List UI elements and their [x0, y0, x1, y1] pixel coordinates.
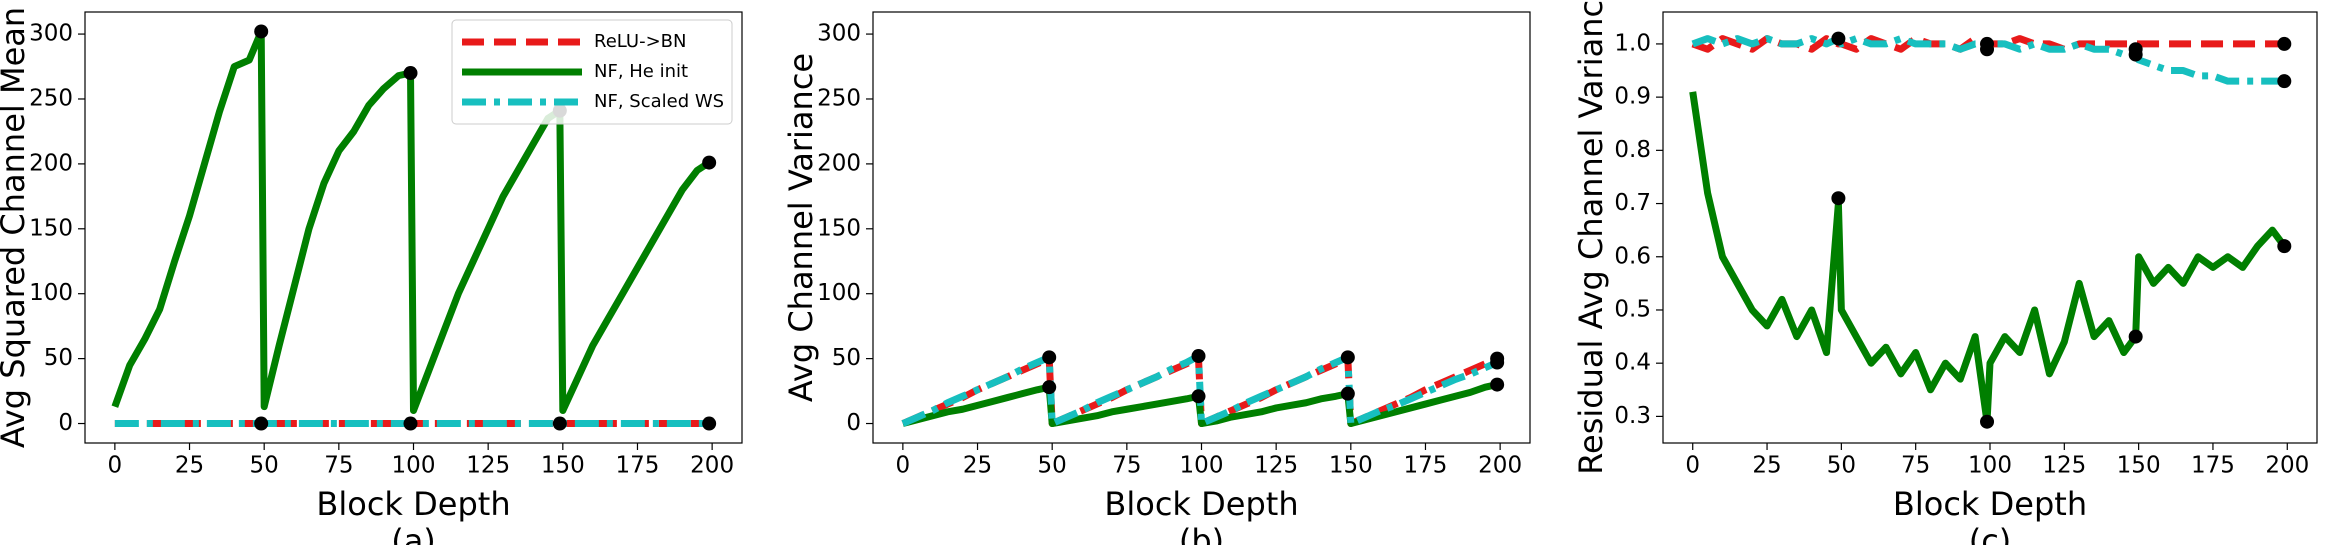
- marker-dot: [2128, 329, 2143, 344]
- y-tick-label: 1.0: [1614, 30, 1651, 56]
- marker-dot: [1980, 42, 1995, 57]
- marker-dot: [254, 416, 269, 431]
- marker-dot: [1042, 350, 1057, 365]
- caption: (c): [1969, 522, 2012, 545]
- x-tick-label: 25: [963, 453, 992, 479]
- marker-dot: [1340, 350, 1355, 365]
- y-tick-label: 50: [832, 345, 861, 371]
- x-tick-label: 125: [1254, 453, 1298, 479]
- x-tick-label: 0: [1685, 453, 1700, 479]
- marker-dot: [1490, 377, 1505, 392]
- x-tick-label: 150: [541, 453, 585, 479]
- x-tick-label: 150: [2117, 453, 2161, 479]
- y-tick-label: 250: [29, 85, 73, 111]
- y-tick-label: 0.5: [1614, 296, 1651, 322]
- x-tick-label: 75: [1901, 453, 1930, 479]
- y-tick-label: 300: [29, 21, 73, 47]
- x-axis-label: Block Depth: [1893, 485, 2087, 523]
- y-tick-label: 50: [44, 345, 73, 371]
- x-axis-label: Block Depth: [1104, 485, 1298, 523]
- x-tick-label: 0: [896, 453, 911, 479]
- marker-dot: [1042, 380, 1057, 395]
- legend-label: NF, Scaled WS: [594, 91, 724, 112]
- caption: (b): [1179, 522, 1224, 545]
- x-tick-label: 100: [392, 453, 436, 479]
- x-tick-label: 25: [175, 453, 204, 479]
- marker-dot: [403, 416, 418, 431]
- legend-label: ReLU->BN: [594, 31, 686, 52]
- marker-dot: [1980, 414, 1995, 429]
- x-tick-label: 25: [1752, 453, 1781, 479]
- y-tick-label: 100: [817, 280, 861, 306]
- plot-area: [111, 24, 717, 431]
- series-line: [1689, 91, 2288, 426]
- y-tick-label: 0: [58, 410, 73, 436]
- marker-dot: [2277, 36, 2292, 51]
- x-axis-label: Block Depth: [316, 485, 510, 523]
- x-tick-label: 200: [2265, 453, 2309, 479]
- marker-dot: [1340, 386, 1355, 401]
- y-tick-label: 0.8: [1614, 137, 1651, 163]
- marker-dot: [1191, 349, 1206, 364]
- marker-dot: [1191, 389, 1206, 404]
- y-tick-label: 0.7: [1614, 190, 1651, 216]
- x-tick-label: 50: [1827, 453, 1856, 479]
- y-tick-label: 250: [817, 85, 861, 111]
- x-tick-label: 75: [1112, 453, 1141, 479]
- marker-dot: [702, 416, 717, 431]
- marker-dot: [1831, 191, 1846, 206]
- x-tick-label: 175: [1404, 453, 1448, 479]
- marker-dot: [403, 66, 418, 81]
- series-line: [901, 381, 1498, 428]
- y-tick-label: 150: [817, 215, 861, 241]
- axes-frame: [872, 11, 1531, 444]
- x-tick-label: 175: [616, 453, 660, 479]
- y-tick-label: 0.6: [1614, 243, 1651, 269]
- x-tick-label: 50: [250, 453, 279, 479]
- y-tick-label: 0: [846, 410, 861, 436]
- y-tick-label: 200: [29, 150, 73, 176]
- axes-frame: [84, 11, 743, 444]
- y-axis-label: Residual Avg Channel Variance: [1572, 0, 1610, 475]
- marker-dot: [1831, 31, 1846, 46]
- marker-dot: [254, 24, 269, 39]
- x-tick-label: 150: [1329, 453, 1373, 479]
- plot-area: [1689, 31, 2292, 429]
- y-axis-label: Avg Channel Variance: [782, 53, 820, 402]
- plot-area: [901, 349, 1505, 428]
- x-tick-label: 175: [2191, 453, 2235, 479]
- legend-label: NF, He init: [594, 61, 688, 82]
- x-tick-label: 200: [690, 453, 734, 479]
- y-tick-label: 100: [29, 280, 73, 306]
- legend-box: [451, 19, 733, 125]
- caption: (a): [391, 522, 436, 545]
- x-tick-label: 125: [2042, 453, 2086, 479]
- x-tick-label: 100: [1968, 453, 2012, 479]
- x-tick-label: 0: [108, 453, 123, 479]
- marker-dot: [2277, 239, 2292, 254]
- series-line: [111, 27, 712, 415]
- x-tick-label: 100: [1180, 453, 1224, 479]
- y-tick-label: 150: [29, 215, 73, 241]
- y-tick-label: 200: [817, 150, 861, 176]
- y-tick-label: 0.9: [1614, 84, 1651, 110]
- panel: 0 25 50 75 100 125 150 175 200 0 50 100 150 200 250 300…: [0, 7, 743, 545]
- panel: 0 25 50 75 100 125 150 175 200 0 50 100 150 200 250 300…: [782, 11, 1531, 545]
- x-tick-label: 200: [1478, 453, 1522, 479]
- y-tick-label: 0.4: [1614, 350, 1651, 376]
- axes-frame: [1662, 11, 2318, 444]
- marker-dot: [1490, 355, 1505, 370]
- x-tick-label: 75: [324, 453, 353, 479]
- marker-dot: [2128, 47, 2143, 62]
- y-tick-label: 300: [817, 21, 861, 47]
- y-axis-label: Avg Squared Channel Mean: [0, 7, 32, 448]
- marker-dot: [2277, 74, 2292, 89]
- panel: 0 25 50 75 100 125 150 175 200 0.3 0.4 0.5 0.6 0.7 0.8…: [1572, 0, 2318, 545]
- marker-dot: [702, 155, 717, 170]
- x-tick-label: 125: [466, 453, 510, 479]
- x-tick-label: 50: [1038, 453, 1067, 479]
- y-tick-label: 0.3: [1614, 403, 1651, 429]
- marker-dot: [552, 416, 567, 431]
